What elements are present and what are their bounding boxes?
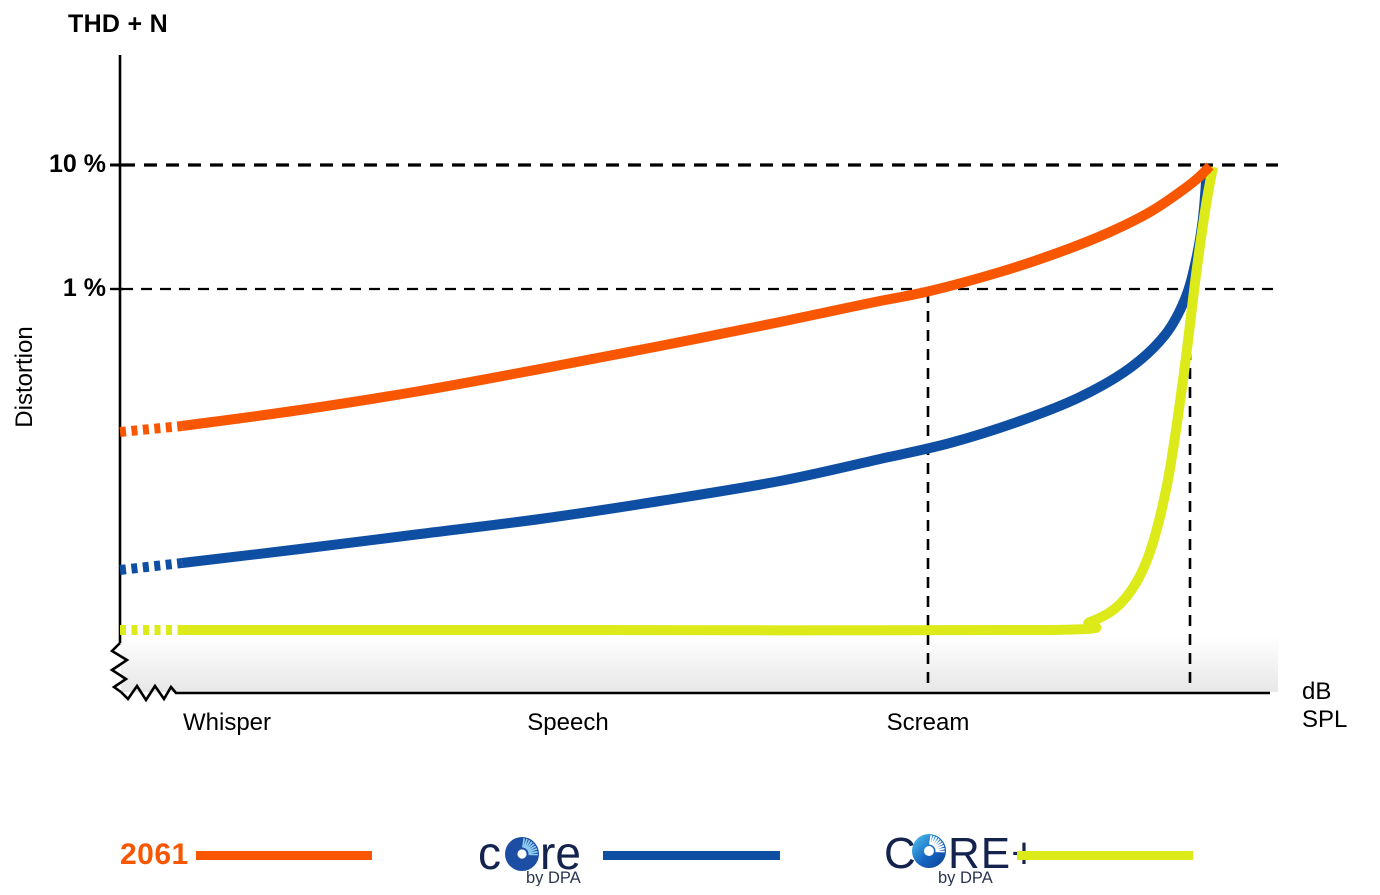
- legend-line-core: [603, 851, 780, 860]
- core-logo-subtext: by DPA: [526, 869, 581, 886]
- chart-canvas: [109, 55, 1278, 703]
- y-axis-break-zigzag: [109, 642, 130, 694]
- core-logo-word-right: re: [540, 827, 581, 879]
- curve-2061: [181, 162, 1214, 431]
- axis-fade-band: [121, 636, 1278, 692]
- core-plus-by-dpa-logo: C RE+ by DPA: [884, 829, 1037, 886]
- core-by-dpa-logo: c re by DPA: [478, 827, 581, 886]
- y-tick-label-10pct: 10 %: [49, 150, 106, 178]
- x-axis-label: dB SPL: [1302, 678, 1348, 733]
- x-category-speech: Speech: [527, 709, 609, 736]
- x-category-scream: Scream: [886, 709, 970, 736]
- legend-label-2061: 2061: [120, 838, 189, 871]
- y-tick-label-1pct: 1 %: [62, 274, 106, 302]
- curve-core-by-dpa: [182, 166, 1218, 636]
- core-plus-logo-subtext: by DPA: [938, 869, 993, 886]
- core-logo-word-left: c: [478, 827, 501, 879]
- core-plus-disc-icon: [912, 834, 946, 868]
- curves-layer: [119, 162, 1218, 636]
- x-category-whisper: Whisper: [182, 709, 272, 736]
- chart-title: THD + N: [68, 10, 169, 38]
- x-axis: [120, 683, 1270, 703]
- curve-lead-dotted-2061: [119, 421, 183, 437]
- curve-core-by-dpa: [181, 167, 1212, 568]
- curve-lead-dotted-core-by-dpa: [119, 558, 183, 575]
- legend-line-core-plus: [1017, 851, 1193, 860]
- core-plus-logo-word-left: C: [884, 829, 916, 878]
- y-axis-label: Distortion: [11, 326, 38, 428]
- legend-line-2061: [196, 851, 372, 860]
- core-disc-icon: [505, 837, 539, 871]
